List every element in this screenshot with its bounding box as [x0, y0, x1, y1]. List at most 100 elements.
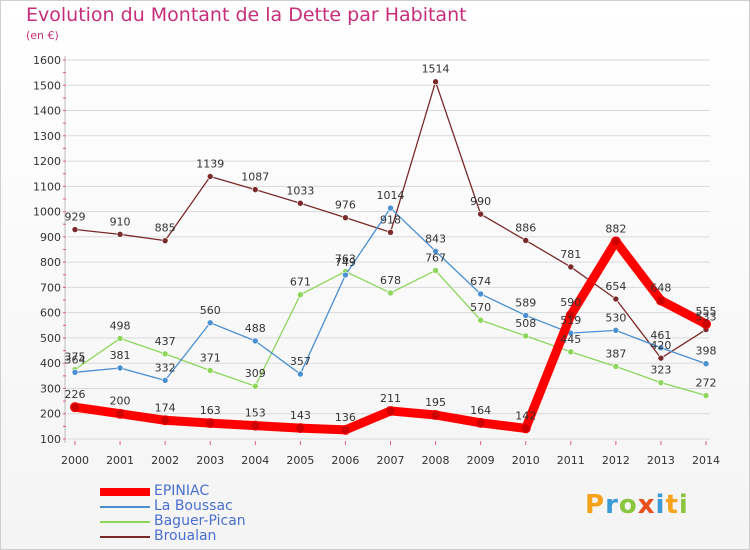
data-label: 309	[245, 367, 266, 380]
data-point	[432, 78, 439, 86]
legend-swatch	[100, 536, 150, 538]
data-point	[71, 226, 79, 233]
data-labels: 226 200 174 163 153 143 136 211 195 164 142 590 882 6…	[65, 63, 717, 424]
x-tick-label: 2008	[422, 454, 450, 467]
data-point	[475, 417, 486, 428]
data-point	[655, 295, 666, 306]
data-point	[657, 379, 665, 386]
data-label: 445	[560, 333, 581, 346]
data-point	[387, 229, 394, 236]
data-label: 437	[155, 335, 176, 348]
data-label: 398	[696, 345, 717, 358]
y-tick-label: 1300	[33, 130, 61, 143]
data-point	[71, 368, 79, 376]
x-tick-label: 2006	[331, 454, 359, 467]
data-point	[522, 237, 530, 244]
x-tick-label: 2005	[286, 454, 314, 467]
data-point	[251, 337, 259, 345]
data-point	[701, 319, 711, 330]
y-tick-label: 1400	[33, 105, 61, 118]
data-label: 323	[650, 364, 671, 377]
data-label: 886	[515, 221, 536, 234]
data-point	[70, 402, 80, 413]
data-point	[610, 236, 621, 247]
x-tick-label: 2004	[241, 454, 269, 467]
y-tick-label: 1000	[33, 206, 61, 219]
y-axis-ticks: 100 200 300 400 500 600 700 800 900 1000 1100 1200 1…	[33, 54, 66, 446]
data-label: 211	[380, 392, 401, 405]
data-point	[251, 186, 259, 193]
y-tick-label: 1500	[33, 79, 61, 92]
data-point	[342, 214, 349, 221]
legend-swatch	[100, 488, 150, 496]
legend-label: Baguer-Pican	[154, 513, 246, 529]
y-tick-label: 900	[40, 231, 61, 244]
data-label: 332	[155, 361, 176, 374]
data-point	[160, 415, 171, 426]
data-point	[430, 409, 441, 420]
data-label: 174	[155, 401, 176, 414]
data-label: 910	[110, 215, 131, 228]
data-label: 420	[650, 339, 671, 352]
data-point	[116, 364, 124, 372]
data-point	[206, 367, 214, 374]
data-label: 200	[110, 395, 131, 408]
y-tick-label: 1100	[33, 180, 61, 193]
data-label: 371	[200, 352, 221, 365]
logo-letter: r	[605, 490, 619, 520]
x-tick-label: 2003	[196, 454, 224, 467]
series-lines	[70, 78, 711, 435]
data-label: 1014	[377, 189, 405, 202]
data-label: 461	[650, 329, 671, 342]
data-point	[385, 405, 396, 416]
data-label: 648	[650, 282, 671, 295]
data-point	[567, 263, 575, 271]
data-label: 375	[65, 351, 86, 364]
data-label: 1514	[422, 63, 450, 76]
data-label: 560	[200, 304, 221, 317]
y-tick-label: 700	[40, 281, 61, 294]
data-label: 990	[470, 195, 491, 208]
chart-title: Evolution du Montant de la Dette par Hab…	[26, 4, 467, 26]
data-label: 763	[335, 252, 356, 265]
x-tick-label: 2012	[602, 454, 630, 467]
data-point	[432, 247, 439, 255]
legend: EPINIAC La Boussac Baguer-Pican Broualan	[100, 483, 300, 544]
legend-item: EPINIAC	[100, 483, 300, 499]
data-point	[477, 290, 484, 298]
x-axis-ticks: 2000 2001 2002 2003 2004 2005 2006 2007 2008 2009…	[61, 441, 720, 467]
data-point	[657, 344, 665, 352]
data-point	[161, 350, 169, 358]
logo-letter: P	[585, 490, 606, 520]
x-tick-label: 2009	[467, 454, 495, 467]
data-label: 519	[560, 314, 581, 327]
data-point	[612, 327, 620, 334]
data-point	[161, 377, 169, 384]
data-point	[477, 210, 484, 218]
data-point	[250, 420, 261, 431]
data-point	[522, 312, 530, 319]
data-label: 364	[65, 353, 86, 366]
data-label: 530	[605, 311, 626, 324]
data-label: 671	[290, 276, 311, 289]
data-label: 357	[290, 355, 311, 368]
data-label: 142	[515, 409, 536, 422]
data-point	[522, 332, 530, 340]
y-tick-label: 800	[40, 256, 61, 269]
logo-letter: t	[665, 490, 679, 520]
legend-item: La Boussac	[100, 498, 300, 514]
data-label: 488	[245, 322, 266, 335]
data-label: 589	[515, 296, 536, 309]
data-label: 590	[560, 296, 581, 309]
data-label: 749	[335, 256, 356, 269]
y-tick-label: 200	[40, 408, 61, 421]
y-tick-label: 500	[40, 332, 61, 345]
data-label: 654	[605, 280, 626, 293]
data-label: 1033	[286, 184, 314, 197]
grid-lines	[64, 56, 710, 443]
data-label: 1087	[241, 171, 269, 184]
x-tick-label: 2007	[377, 454, 405, 467]
data-label: 272	[696, 377, 717, 390]
y-tick-label: 400	[40, 357, 61, 370]
